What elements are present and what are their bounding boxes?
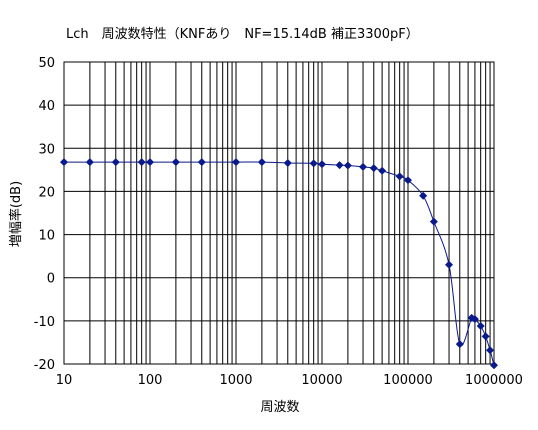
- series-line: [64, 161, 495, 366]
- y-tick-label: -20: [34, 358, 55, 373]
- data-point-marker: [476, 322, 485, 331]
- x-tick-label: 10: [56, 373, 73, 388]
- data-point-marker: [378, 166, 387, 175]
- x-tick-label: 1000000: [465, 373, 523, 388]
- plot-frame: [63, 61, 495, 365]
- data-point-marker: [445, 260, 454, 269]
- data-point-marker: [395, 172, 404, 181]
- data-point-marker: [335, 161, 344, 170]
- data-point-marker: [343, 161, 352, 170]
- data-point-marker: [197, 158, 206, 167]
- data-point-marker: [283, 158, 292, 167]
- data-point-marker: [309, 159, 318, 168]
- y-tick-label: 20: [38, 185, 55, 200]
- x-tick-label: 100000: [383, 373, 433, 388]
- data-point-marker: [486, 346, 495, 355]
- data-point-marker: [232, 158, 240, 167]
- data-point-marker: [481, 332, 490, 341]
- data-point-marker: [419, 191, 428, 200]
- data-point-marker: [359, 162, 368, 171]
- data-point-marker: [111, 158, 120, 167]
- x-tick-label: 100: [138, 373, 163, 388]
- data-point-marker: [60, 158, 68, 167]
- y-tick-label: 50: [38, 56, 55, 71]
- y-tick-label: 30: [38, 142, 55, 157]
- series: [60, 158, 498, 370]
- y-tick-label: 0: [47, 272, 55, 287]
- data-point-marker: [490, 361, 498, 370]
- data-point-marker: [257, 158, 266, 167]
- data-point-marker: [455, 340, 464, 349]
- x-axis-label: 周波数: [260, 400, 299, 415]
- y-axis-label: 増幅率(dB): [8, 181, 24, 247]
- data-point-marker: [369, 164, 378, 173]
- data-point-marker: [146, 158, 154, 167]
- chart-title: Lch 周波数特性（KNFあり NF=15.14dB 補正3300pF）: [66, 27, 419, 42]
- grid: [63, 61, 494, 365]
- data-point-marker: [85, 158, 94, 167]
- data-point-marker: [318, 160, 326, 169]
- data-point-marker: [137, 158, 146, 167]
- x-tick-label: 1000: [219, 373, 252, 388]
- x-tick-label: 10000: [301, 373, 342, 388]
- y-tick-label: 10: [38, 229, 55, 244]
- y-tick-label: 40: [38, 99, 55, 114]
- data-point-marker: [470, 315, 479, 324]
- y-tick-label: -10: [34, 315, 55, 330]
- data-point-marker: [429, 217, 438, 226]
- data-point-marker: [404, 176, 412, 185]
- data-point-marker: [171, 158, 180, 167]
